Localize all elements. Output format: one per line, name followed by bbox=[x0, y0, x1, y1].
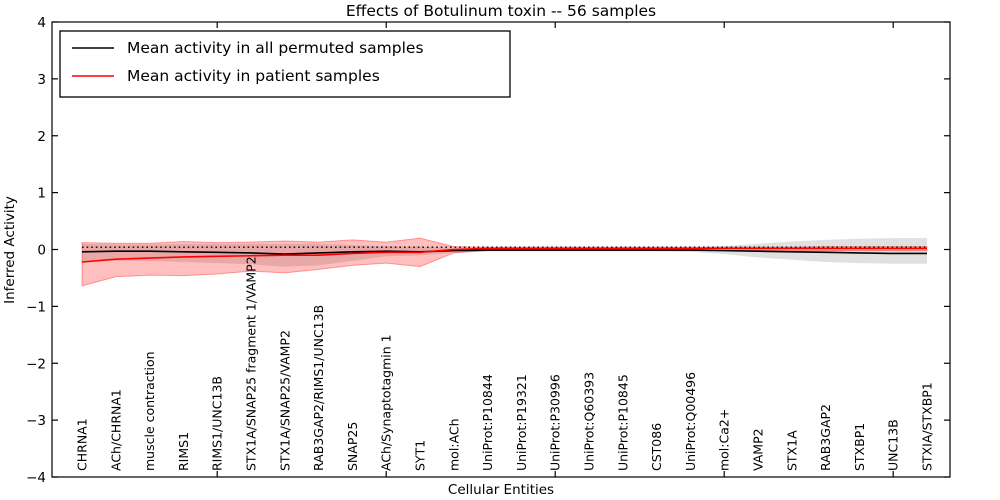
x-tick-label: STX1A/SNAP25/VAMP2 bbox=[277, 330, 292, 471]
x-tick-label: UniProt:P10844 bbox=[480, 374, 495, 471]
permuted-mean-line bbox=[81, 249, 927, 255]
x-tick-label: RAB3GAP2 bbox=[818, 404, 833, 471]
x-tick-label: SNAP25 bbox=[345, 422, 360, 471]
x-tick-label: RIMS1 bbox=[176, 432, 191, 471]
y-tick-label: 4 bbox=[37, 15, 46, 31]
x-tick-label: CST086 bbox=[649, 423, 664, 471]
x-tick-label: SYT1 bbox=[413, 440, 428, 471]
x-tick-label: STX1A/SNAP25 fragment 1/VAMP2 bbox=[244, 256, 259, 471]
x-tick-label: UNC13B bbox=[886, 419, 901, 471]
x-tick-label: UniProt:Q00496 bbox=[683, 372, 698, 471]
x-axis-label: Cellular Entities bbox=[448, 482, 554, 498]
x-tick-label: STX1A bbox=[784, 430, 799, 471]
x-tick-label: UniProt:P10845 bbox=[615, 374, 630, 471]
y-tick-label: −1 bbox=[26, 299, 46, 315]
x-tick-label: UniProt:P30996 bbox=[548, 374, 563, 471]
y-tick-label: 0 bbox=[37, 243, 46, 259]
patient-mean-line bbox=[81, 247, 927, 263]
x-tick-label: ACh/Synaptotagmin 1 bbox=[379, 334, 394, 471]
y-tick-label: 2 bbox=[37, 129, 46, 145]
x-tick-label: UniProt:Q60393 bbox=[582, 372, 597, 471]
x-tick-label: RIMS1/UNC13B bbox=[210, 376, 225, 471]
x-tick-labels: CHRNA1 ACh/CHRNA1 muscle contraction RIMS1 R… bbox=[75, 256, 935, 471]
legend: Mean activity in all permuted samples Me… bbox=[59, 30, 511, 98]
y-tick-label: −4 bbox=[26, 470, 46, 486]
y-axis-label: Inferred Activity bbox=[2, 196, 18, 304]
legend-label-patient-samples: Mean activity in patient samples bbox=[127, 67, 380, 85]
y-tick-label: 1 bbox=[37, 186, 46, 202]
x-tick-label: VAMP2 bbox=[751, 428, 766, 471]
y-tick-label: −2 bbox=[26, 356, 46, 372]
x-tick-label: CHRNA1 bbox=[75, 418, 90, 471]
y-tick-label: −3 bbox=[26, 413, 46, 429]
x-tick-label: mol:Ca2+ bbox=[717, 409, 732, 471]
chart-title: Effects of Botulinum toxin -- 56 samples bbox=[346, 2, 656, 20]
x-tick-label: STXBP1 bbox=[852, 423, 867, 471]
plot-border bbox=[51, 21, 951, 478]
y-tick-labels: 4 3 2 1 0 −1 −2 −3 −4 bbox=[26, 15, 46, 486]
y-tick-label: 3 bbox=[37, 72, 46, 88]
permuted-std-band bbox=[82, 238, 927, 267]
bands bbox=[81, 237, 928, 287]
x-tick-label: UniProt:P19321 bbox=[514, 374, 529, 471]
legend-label-permuted-samples: Mean activity in all permuted samples bbox=[127, 39, 424, 57]
x-tick-label: ACh/CHRNA1 bbox=[108, 389, 123, 471]
x-tick-label: muscle contraction bbox=[142, 351, 157, 471]
x-tick-label: mol:ACh bbox=[446, 419, 461, 472]
x-tick-label: RAB3GAP2/RIMS1/UNC13B bbox=[311, 305, 326, 471]
legend-box bbox=[59, 30, 511, 98]
x-tick-label: STXIA/STXBP1 bbox=[920, 382, 935, 471]
